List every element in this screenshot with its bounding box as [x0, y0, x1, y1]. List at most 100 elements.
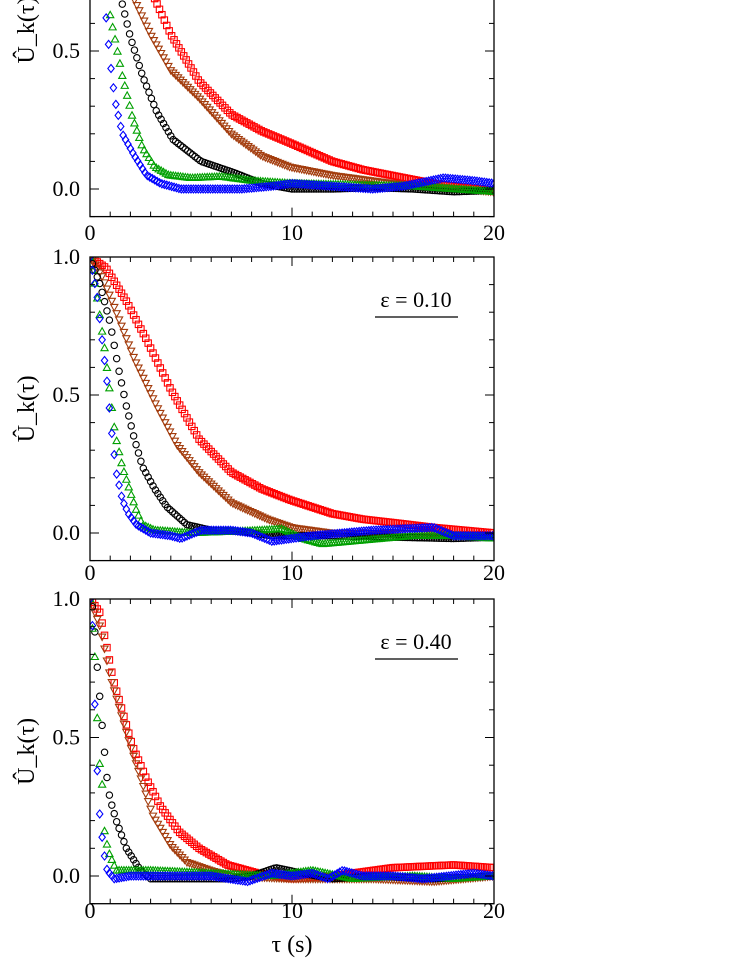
data-point — [343, 866, 351, 877]
data-point — [127, 422, 135, 430]
data-point — [473, 176, 481, 187]
data-point — [136, 775, 146, 784]
data-point — [159, 119, 168, 128]
data-point — [98, 334, 107, 345]
data-point — [236, 473, 245, 481]
data-point — [125, 100, 135, 109]
data-point — [151, 528, 160, 539]
data-point — [213, 96, 222, 105]
data-point — [184, 147, 192, 155]
data-point — [190, 426, 198, 435]
data-point — [354, 164, 363, 173]
data-point — [470, 175, 479, 186]
data-point — [310, 180, 319, 190]
data-point — [309, 868, 317, 879]
data-point — [432, 523, 441, 534]
data-point — [439, 526, 448, 537]
data-point — [183, 83, 193, 92]
data-point — [137, 325, 145, 333]
data-point — [221, 494, 231, 503]
data-point — [437, 525, 446, 536]
data-point — [304, 502, 312, 510]
data-point — [448, 173, 457, 184]
data-point — [259, 128, 268, 136]
data-point — [334, 181, 343, 192]
data-point — [143, 170, 152, 181]
data-point — [93, 292, 102, 303]
data-point — [349, 182, 358, 193]
data-point — [110, 34, 120, 43]
data-point — [120, 837, 128, 846]
data-point — [166, 530, 174, 541]
data-point — [114, 110, 123, 121]
data-point — [95, 313, 104, 324]
data-point — [233, 113, 241, 122]
data-point — [326, 872, 334, 883]
data-point — [418, 862, 426, 871]
data-point — [112, 469, 121, 480]
data-point — [188, 151, 197, 159]
data-point — [478, 869, 487, 880]
data-point — [293, 142, 302, 151]
data-point — [133, 510, 144, 519]
data-point — [105, 316, 114, 324]
data-point — [191, 152, 199, 161]
data-point — [389, 871, 397, 881]
data-point — [92, 713, 102, 722]
data-point — [330, 181, 338, 192]
data-point — [301, 145, 309, 154]
data-point — [167, 132, 175, 140]
data-layer — [102, 0, 494, 197]
series-square — [90, 257, 494, 537]
data-point — [168, 531, 177, 542]
data-point — [114, 447, 124, 456]
data-point — [330, 870, 339, 880]
data-point — [212, 452, 220, 461]
x-tick-label: 0 — [85, 220, 96, 245]
y-tick-label: 0.0 — [53, 520, 81, 545]
data-point — [257, 127, 266, 135]
data-point — [144, 27, 154, 36]
data-point — [241, 866, 249, 874]
data-point — [150, 175, 159, 185]
data-point — [98, 288, 106, 297]
data-point — [146, 528, 155, 538]
data-point — [136, 369, 146, 378]
data-point — [200, 440, 208, 448]
data-point — [137, 140, 147, 149]
data-point — [131, 504, 141, 513]
data-point — [146, 805, 156, 814]
data-point — [309, 503, 317, 512]
data-point — [185, 836, 194, 845]
data-point — [158, 529, 167, 540]
data-point — [318, 871, 327, 882]
data-point — [316, 871, 325, 881]
data-point — [116, 121, 125, 132]
data-point — [154, 111, 163, 119]
data-point — [277, 869, 286, 880]
data-point — [175, 851, 185, 860]
data-point — [129, 855, 138, 864]
data-point — [150, 400, 160, 409]
data-point — [293, 178, 302, 189]
data-point — [163, 62, 173, 71]
data-point — [219, 858, 228, 867]
data-point — [488, 186, 494, 195]
data-point — [255, 531, 264, 542]
y-axis-title: Û_k(τ) — [13, 375, 40, 442]
data-point — [269, 132, 278, 140]
data-point — [291, 141, 299, 149]
data-point — [108, 328, 116, 336]
panel-3: 0 10 20 0.0 0.5 1.0 Û_k(τ) τ (s) ε = 0.40 — [13, 586, 505, 958]
data-point — [221, 462, 230, 471]
data-point — [148, 395, 158, 404]
data-point — [120, 10, 129, 18]
x-tick-label: 20 — [483, 560, 505, 585]
data-point — [146, 344, 155, 352]
data-point — [127, 306, 135, 315]
data-point — [119, 720, 129, 729]
data-point — [134, 132, 144, 142]
data-point — [337, 160, 346, 168]
data-point — [155, 5, 164, 14]
data-point — [125, 302, 133, 310]
